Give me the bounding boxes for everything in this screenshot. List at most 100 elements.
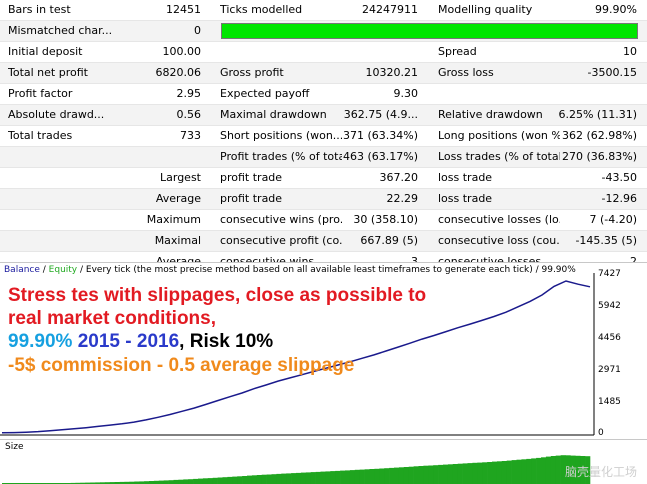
size-bar — [203, 478, 208, 484]
ticks-modelled-label: Ticks modelled — [220, 0, 342, 20]
report-table: Bars in test 12451 Ticks modelled 242479… — [0, 0, 647, 273]
size-bar — [174, 480, 179, 484]
size-bar — [213, 478, 218, 484]
size-bar — [521, 459, 526, 484]
size-bar — [218, 478, 223, 484]
size-bar — [296, 473, 301, 484]
size-bar — [526, 459, 531, 484]
report-row: Profit trades (% of total) 463 (63.17%) … — [0, 147, 647, 168]
size-bar — [414, 466, 419, 484]
y-tick-label: 0 — [598, 428, 604, 438]
size-bar — [330, 471, 335, 484]
report-row: Absolute drawd... 0.56 Maximal drawdown … — [0, 105, 647, 126]
report-row: Maximum consecutive wins (pro... 30 (358… — [0, 210, 647, 231]
loss-trades-value: 270 (36.83%) — [540, 147, 637, 167]
size-bar — [345, 470, 350, 484]
maximal-consecutive-profit-label: consecutive profit (co... — [220, 231, 342, 251]
gross-profit-label: Gross profit — [220, 63, 342, 83]
modelling-quality-bar — [221, 23, 638, 39]
report-row: Bars in test 12451 Ticks modelled 242479… — [0, 0, 647, 21]
report-row: Initial deposit 100.00 Spread 10 — [0, 42, 647, 63]
size-bar — [286, 473, 291, 484]
bars-in-test-value: 12451 — [100, 0, 201, 20]
size-bar — [546, 457, 551, 484]
relative-drawdown-value: 6.25% (11.31) — [540, 105, 637, 125]
size-bar — [487, 462, 492, 484]
size-bar — [316, 472, 321, 484]
average-profit-trade-value: 22.29 — [330, 189, 418, 209]
overlay-line-4: -5$ commission - 0.5 average slippage — [8, 355, 354, 377]
profit-factor-value: 2.95 — [100, 84, 201, 104]
size-bar — [379, 469, 384, 484]
size-bar — [458, 464, 463, 484]
size-bar — [433, 465, 438, 484]
size-histogram — [0, 440, 647, 484]
size-bar — [536, 458, 541, 484]
modelling-quality-value: 99.90% — [540, 0, 637, 20]
size-bar — [164, 480, 169, 484]
short-positions-label: Short positions (won... — [220, 126, 342, 146]
report-row: Largest profit trade 367.20 loss trade -… — [0, 168, 647, 189]
profit-trades-value: 463 (63.17%) — [330, 147, 418, 167]
report-row: Average profit trade 22.29 loss trade -1… — [0, 189, 647, 210]
size-bar — [399, 467, 404, 484]
balance-chart: Balance / Equity / Every tick (the most … — [0, 262, 647, 440]
watermark: 脑壳量化工场 — [565, 463, 637, 480]
size-bar — [517, 460, 522, 484]
size-bar — [183, 479, 188, 484]
max-consecutive-wins-label: consecutive wins (pro... — [220, 210, 342, 230]
expected-payoff-label: Expected payoff — [220, 84, 342, 104]
size-bar — [374, 469, 379, 484]
size-bar — [360, 470, 365, 484]
largest-loss-trade-value: -43.50 — [540, 168, 637, 188]
short-positions-value: 371 (63.34%) — [330, 126, 418, 146]
size-bar — [507, 461, 512, 484]
expected-payoff-value: 9.30 — [330, 84, 418, 104]
long-positions-value: 362 (62.98%) — [540, 126, 637, 146]
size-bar — [169, 480, 174, 484]
size-bar — [497, 461, 502, 484]
report-row: Total trades 733 Short positions (won...… — [0, 126, 647, 147]
y-tick-label: 1485 — [598, 397, 621, 407]
size-bar — [208, 478, 213, 484]
size-bar — [325, 471, 330, 484]
report-row: Profit factor 2.95 Expected payoff 9.30 — [0, 84, 647, 105]
size-bar — [281, 474, 286, 484]
absolute-drawdown-value: 0.56 — [100, 105, 201, 125]
size-bar — [321, 472, 326, 484]
size-bar — [482, 462, 487, 484]
y-tick-label: 5942 — [598, 301, 621, 311]
y-tick-label: 2971 — [598, 365, 621, 375]
size-bar — [438, 465, 443, 484]
size-bar — [468, 463, 473, 484]
overlay-separator: , — [179, 331, 184, 352]
size-bar — [159, 481, 164, 484]
size-bar — [394, 468, 399, 484]
overlay-risk: Risk 10% — [190, 331, 273, 352]
report-row: Maximal consecutive profit (co... 667.89… — [0, 231, 647, 252]
size-bar — [531, 458, 536, 484]
spread-value: 10 — [540, 42, 637, 62]
size-bar — [428, 466, 433, 484]
size-bar — [384, 468, 389, 484]
size-bar — [193, 479, 198, 484]
average-loss-trade-value: -12.96 — [540, 189, 637, 209]
size-bar — [453, 464, 458, 484]
size-bar — [340, 471, 345, 484]
initial-deposit-value: 100.00 — [100, 42, 201, 62]
size-bar — [448, 464, 453, 484]
size-bar — [463, 463, 468, 484]
maximum-label: Maximum — [100, 210, 201, 230]
size-bar — [423, 466, 428, 484]
size-bar — [556, 456, 561, 484]
overlay-line-3: 99.90% 2015 - 2016, Risk 10% — [8, 331, 273, 353]
largest-label: Largest — [100, 168, 201, 188]
profit-trades-label: Profit trades (% of total) — [220, 147, 342, 167]
y-tick-label: 7427 — [598, 269, 621, 279]
total-net-profit-value: 6820.06 — [100, 63, 201, 83]
size-bar — [350, 470, 355, 484]
ticks-modelled-value: 24247911 — [330, 0, 418, 20]
size-bar — [551, 456, 556, 484]
max-consecutive-losses-value: 7 (-4.20) — [540, 210, 637, 230]
overlay-years: 2015 - 2016 — [78, 331, 179, 352]
